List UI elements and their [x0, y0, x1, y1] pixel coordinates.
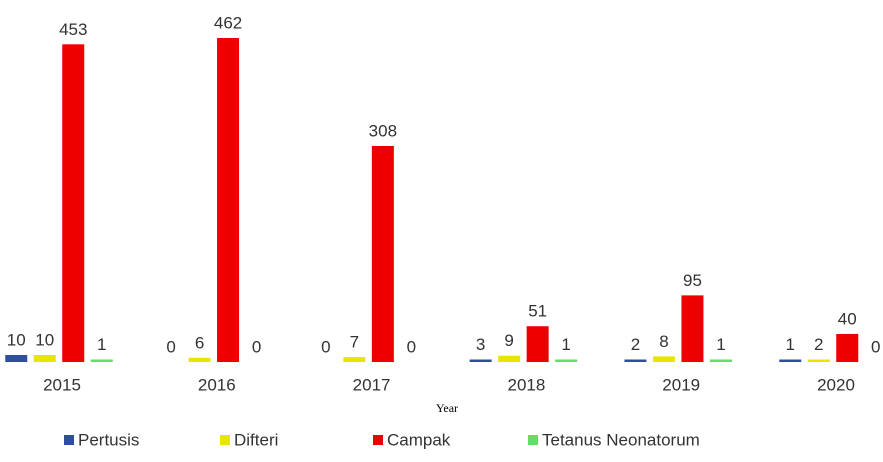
bar	[217, 38, 240, 362]
x-tick-label: 2017	[353, 375, 391, 394]
legend-label: Campak	[387, 430, 451, 449]
data-label: 95	[683, 271, 702, 290]
data-label: 6	[195, 333, 204, 352]
data-label: 7	[350, 333, 359, 352]
legend-label: Pertusis	[78, 430, 139, 449]
x-tick-label: 2019	[662, 375, 700, 394]
data-label: 0	[407, 337, 416, 356]
bar	[343, 357, 366, 362]
data-label: 2	[814, 335, 823, 354]
legend-swatch	[528, 435, 538, 445]
x-tick-label: 2016	[198, 375, 236, 394]
data-label: 462	[214, 13, 242, 32]
bar	[371, 146, 394, 362]
data-label: 3	[476, 335, 485, 354]
data-label: 0	[166, 337, 175, 356]
data-label: 1	[786, 335, 795, 354]
bar	[469, 359, 492, 362]
bar	[188, 357, 211, 362]
bar	[836, 333, 859, 362]
data-label: 9	[504, 331, 513, 350]
legend-swatch	[64, 435, 74, 445]
data-label: 8	[659, 332, 668, 351]
bar	[90, 359, 113, 362]
bar	[709, 359, 732, 362]
bar	[555, 359, 578, 362]
data-label: 10	[7, 330, 26, 349]
data-label: 1	[97, 335, 106, 354]
data-label: 40	[838, 309, 857, 328]
legend-swatch	[373, 435, 383, 445]
data-label: 0	[871, 337, 880, 356]
bar	[5, 354, 28, 362]
data-label: 308	[369, 121, 397, 140]
data-label: 51	[528, 302, 547, 321]
bar	[807, 359, 830, 362]
x-tick-label: 2020	[817, 375, 855, 394]
data-label: 10	[35, 330, 54, 349]
legend-label: Difteri	[234, 430, 278, 449]
x-tick-label: 2018	[507, 375, 545, 394]
bar	[652, 356, 675, 362]
legend-label: Tetanus Neonatorum	[542, 430, 700, 449]
data-label: 0	[252, 337, 261, 356]
bar	[498, 355, 521, 362]
legend-swatch	[220, 435, 230, 445]
bar	[779, 359, 802, 362]
x-axis-label: Year	[436, 401, 458, 415]
bar	[624, 359, 647, 362]
bar	[526, 326, 549, 362]
bar	[681, 295, 704, 362]
data-label: 2	[631, 335, 640, 354]
data-label: 1	[716, 335, 725, 354]
x-tick-label: 2015	[43, 375, 81, 394]
data-label: 1	[561, 335, 570, 354]
data-label: 453	[59, 20, 87, 39]
bar	[33, 354, 56, 362]
bar	[62, 44, 85, 363]
data-label: 0	[321, 337, 330, 356]
